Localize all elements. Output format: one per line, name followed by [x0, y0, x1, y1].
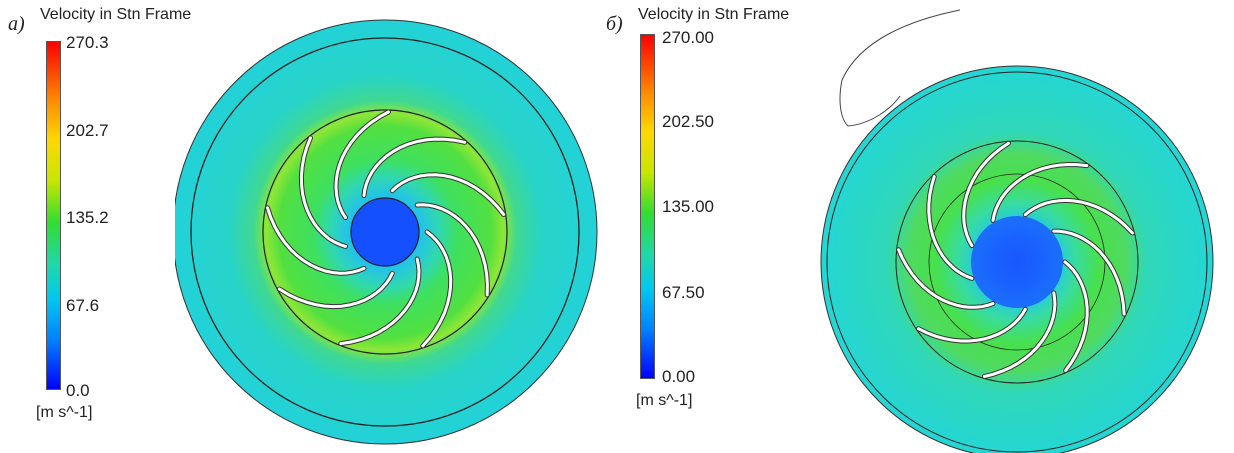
pump-a-impeller-outlet: [262, 109, 508, 355]
panel-b-tick-2: 202.50: [662, 112, 714, 131]
impeller-blade: [991, 162, 1089, 222]
panel-b-tick-4: 67.50: [662, 283, 705, 302]
panel-a-tick-4: 67.6: [66, 296, 100, 315]
impeller-blade: [277, 271, 394, 309]
impeller-blade: [962, 141, 1010, 248]
impeller-blade: [339, 257, 421, 346]
panel-a-tick-min: 0.0: [66, 381, 90, 400]
impeller-blade: [421, 230, 453, 348]
panel-b-letter: б): [606, 13, 623, 35]
panel-a-tick-max: 270.3: [66, 33, 109, 52]
impeller-blade: [1023, 198, 1134, 235]
panel-a-tick-2: 202.7: [66, 121, 109, 140]
pump-a-volute-ring: [190, 37, 580, 427]
impeller-blade: [415, 203, 489, 297]
panel-a-colorbar: [46, 41, 61, 390]
impeller-blade: [266, 206, 366, 275]
pump-a-blades: [265, 109, 507, 349]
impeller-blade: [927, 175, 974, 280]
panel-b-tick-3: 135.00: [662, 197, 714, 216]
panel-a-legend-title: Velocity in Stn Frame: [40, 6, 192, 23]
panel-a-tick-3: 135.2: [66, 208, 109, 227]
impeller-blade: [299, 136, 347, 248]
panel-a-letter: a): [8, 13, 25, 35]
panel-b-tick-max: 270.00: [662, 28, 714, 47]
panel-b-unit: [m s^-1]: [636, 392, 693, 409]
panel-b-legend-title: Velocity in Stn Frame: [638, 6, 790, 23]
panel-a-unit: [m s^-1]: [36, 404, 93, 421]
pump-b-eye: [971, 216, 1063, 308]
panel-b-colorbar: [640, 34, 655, 379]
pump-velocity-contour-b: [820, 9, 1214, 453]
impeller-blade: [917, 307, 1027, 343]
pump-velocity-contour-a: [175, 19, 598, 445]
impeller-blade: [1063, 260, 1089, 373]
impeller-blade: [390, 173, 506, 216]
pump-b-stray-pen-stroke: [839, 9, 961, 127]
impeller-blade: [982, 291, 1057, 378]
pump-b-volute-ring: [826, 71, 1208, 453]
impeller-blade: [362, 137, 467, 198]
impeller-blade: [334, 110, 390, 220]
panel-b-tick-min: 0.00: [662, 367, 696, 386]
pump-b-blades: [896, 140, 1135, 379]
impeller-blade: [897, 248, 995, 309]
pump-a-eye: [350, 197, 420, 267]
impeller-blade: [1052, 229, 1126, 316]
pump-b-impeller-outlet: [895, 140, 1139, 384]
